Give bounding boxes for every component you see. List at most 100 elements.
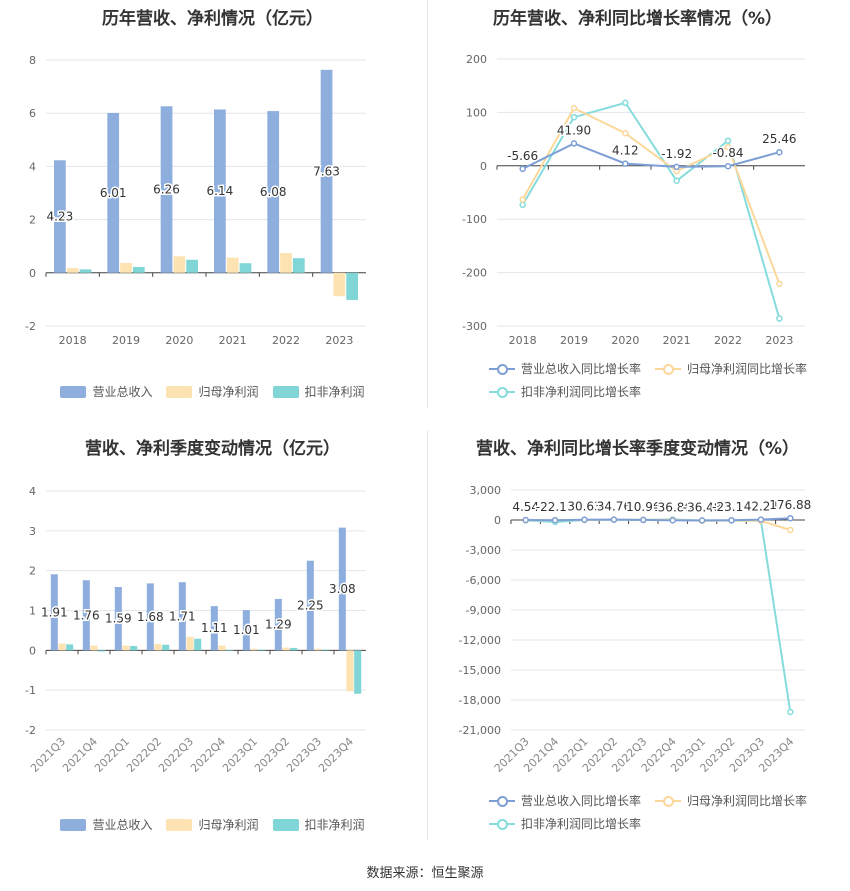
point-value-label: 30.63 (567, 500, 601, 514)
bar (242, 610, 250, 651)
bar (346, 650, 354, 692)
bar (267, 111, 280, 273)
legend-swatch (489, 818, 515, 830)
annual-revenue-profit-panel: 历年营收、净利情况（亿元） -2 0 2 4 6 8 2018 2019 2020 2021 202… (0, 0, 425, 410)
bar-value-label: 4.23 (47, 210, 74, 224)
chart-title: 历年营收、净利情况（亿元） (102, 9, 323, 29)
data-point (570, 104, 578, 112)
data-point (522, 516, 529, 524)
y-tick-label: -2 (25, 724, 36, 737)
bar (154, 643, 162, 651)
y-tick-label: 100 (466, 106, 487, 119)
panel-divider-top (427, 0, 428, 408)
legend-swatch (60, 385, 87, 398)
point-value-label: -1.92 (661, 147, 692, 161)
legend-item-deducted-profit-growth[interactable]: 扣非净利润同比增长率 (489, 383, 641, 400)
legend-swatch (272, 818, 299, 831)
bar (292, 258, 305, 273)
chart-legend: 营业总收入 归母净利润 扣非净利润 (0, 383, 425, 400)
bar (218, 645, 226, 651)
bar (333, 272, 346, 297)
bar (290, 647, 298, 651)
bar-value-label: 6.08 (260, 185, 287, 199)
bar (346, 272, 358, 300)
quarterly-growth-rate-chart: -21,000 -18,000 -15,000 -12,000 -9,000 -6,000… (459, 484, 813, 775)
data-point (787, 708, 794, 716)
annual-growth-rate-chart: -300 -200 -100 0 100 200 2018 2019 2020 2021 2022 2… (462, 53, 805, 347)
legend-label: 营业总收入同比增长率 (521, 362, 642, 376)
point-value-label: 42.24 (744, 500, 778, 514)
bar (122, 645, 130, 651)
data-point (776, 315, 783, 322)
legend-swatch (272, 385, 299, 398)
data-point (673, 163, 680, 171)
legend-item-net-profit[interactable]: 归母净利润 (166, 383, 259, 400)
data-point (698, 517, 706, 524)
x-tick-label: 2020 (165, 334, 193, 347)
legend-item-net-profit-growth[interactable]: 归母净利润同比增长率 (655, 360, 807, 377)
bar (306, 560, 314, 651)
legend-item-net-profit[interactable]: 归母净利润 (166, 816, 259, 833)
legend-item-revenue-growth[interactable]: 营业总收入同比增长率 (489, 360, 641, 377)
x-tick-label: 2022 (272, 334, 300, 347)
x-tick-label: 2023 (325, 334, 353, 347)
data-point (570, 113, 578, 121)
data-point (519, 165, 526, 173)
legend-label: 归母净利润同比增长率 (687, 794, 808, 808)
y-tick-label: 0 (29, 267, 36, 280)
chart-legend: 营业总收入同比增长率 归母净利润同比增长率 扣非净利润同比增长率 (425, 792, 850, 832)
bar-value-label: 1.59 (105, 612, 132, 626)
bar (130, 645, 138, 651)
point-value-label: 10.96 (626, 500, 660, 514)
bar (132, 266, 145, 273)
y-tick-label: -6,000 (466, 574, 501, 587)
data-point (776, 148, 783, 156)
point-value-label: -22.13 (536, 500, 575, 514)
quarterly-revenue-profit-panel: 营收、净利季度变动情况（亿元） -2 -1 0 1 2 3 4 2021Q3 2021Q4 202… (0, 430, 425, 850)
y-tick-label: 4 (29, 485, 36, 498)
series-line (525, 517, 791, 522)
bar-value-label: 3.08 (329, 582, 356, 596)
data-point (622, 99, 629, 107)
bar (226, 257, 239, 273)
bar-value-label: 7.63 (313, 164, 340, 178)
bar-value-label: 1.11 (201, 621, 228, 635)
bar (178, 582, 186, 651)
quarterly-revenue-profit-chart: -2-1012342021Q32021Q42022Q12022Q22022Q32… (25, 485, 366, 775)
bar (98, 650, 106, 652)
y-tick-label: -200 (462, 267, 487, 280)
bar (322, 649, 330, 651)
bar (354, 650, 362, 694)
bar (162, 644, 170, 651)
legend-label: 扣非净利润同比增长率 (521, 385, 642, 399)
legend-item-net-profit-growth[interactable]: 归母净利润同比增长率 (655, 792, 807, 809)
data-point (610, 516, 618, 523)
bar (314, 648, 322, 651)
legend-item-deducted-profit[interactable]: 扣非净利润 (272, 383, 365, 400)
legend-item-revenue-growth[interactable]: 营业总收入同比增长率 (489, 792, 641, 809)
bar (146, 583, 154, 651)
bar-value-label: 2.25 (297, 599, 324, 613)
chart-title: 营收、净利同比增长率季度变动情况（%） (475, 439, 800, 459)
y-tick-label: 2 (29, 214, 36, 227)
bar-value-label: 1.29 (265, 618, 292, 632)
bar (210, 606, 218, 651)
bar (320, 69, 333, 273)
annual-growth-rate-panel: 历年营收、净利同比增长率情况（%） -300 -200 -100 0 100 200 201… (425, 0, 850, 410)
bar (250, 648, 258, 651)
data-point (728, 516, 735, 524)
bar-value-label: 6.01 (100, 186, 127, 200)
y-tick-label: -1 (25, 684, 36, 697)
legend-item-revenue[interactable]: 营业总收入 (60, 816, 152, 833)
chart-legend: 营业总收入 归母净利润 扣非净利润 (0, 816, 425, 833)
legend-swatch (60, 818, 87, 831)
data-point (519, 196, 526, 203)
data-point (776, 280, 783, 288)
bar (274, 598, 282, 651)
legend-item-deducted-profit[interactable]: 扣非净利润 (272, 816, 365, 833)
legend-item-revenue[interactable]: 营业总收入 (60, 383, 152, 400)
y-tick-label: -15,000 (459, 664, 501, 677)
legend-item-deducted-profit-growth[interactable]: 扣非净利润同比增长率 (489, 815, 641, 832)
point-value-label: 4.12 (612, 144, 639, 158)
point-value-label: -23.14 (712, 500, 751, 514)
